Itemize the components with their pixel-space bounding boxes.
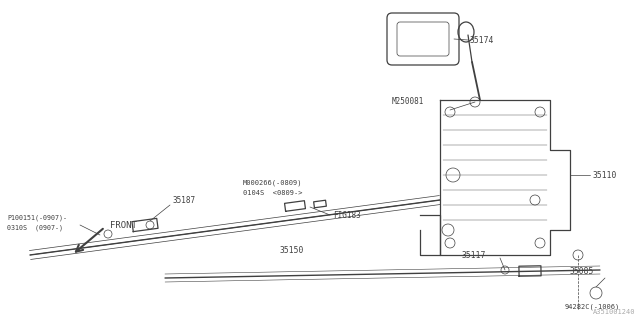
Text: 35117: 35117 <box>462 251 486 260</box>
Text: FRONT: FRONT <box>110 220 137 229</box>
Text: 35110: 35110 <box>593 171 618 180</box>
Text: 35150: 35150 <box>280 245 305 254</box>
Text: M250081: M250081 <box>392 97 424 106</box>
Text: 0310S  (0907-): 0310S (0907-) <box>7 225 63 231</box>
Text: 94282C(-1006): 94282C(-1006) <box>565 304 620 310</box>
Text: 35187: 35187 <box>172 196 195 204</box>
Text: 35085: 35085 <box>570 268 595 276</box>
Text: 35174: 35174 <box>470 36 494 44</box>
Text: P100151(-0907)-: P100151(-0907)- <box>7 215 67 221</box>
Text: 0104S  <0809->: 0104S <0809-> <box>243 190 303 196</box>
Text: A351001240: A351001240 <box>593 309 635 315</box>
Text: FIG183: FIG183 <box>333 211 361 220</box>
Text: M000266(-0809): M000266(-0809) <box>243 180 303 186</box>
